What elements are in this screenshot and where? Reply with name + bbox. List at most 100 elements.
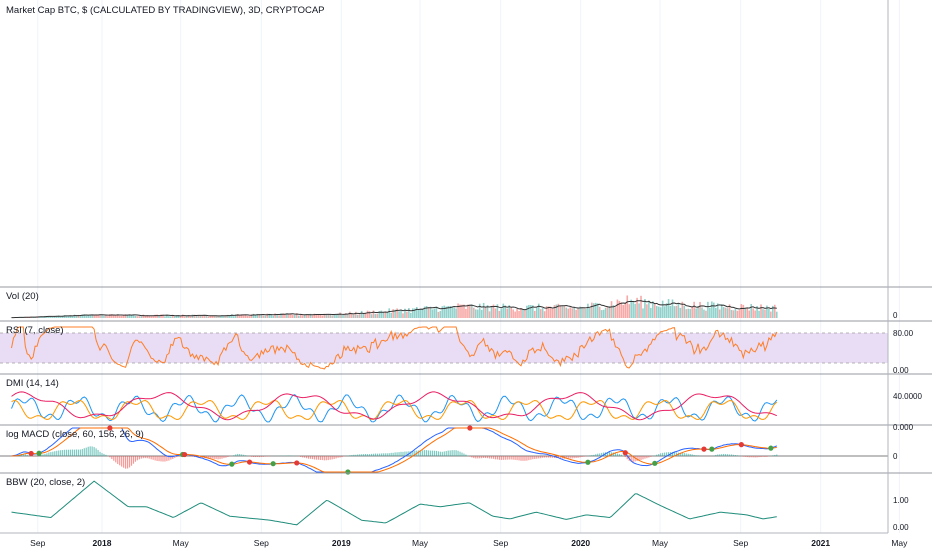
- macd-histogram-bar: [337, 456, 338, 458]
- rsi-pane[interactable]: [0, 327, 888, 369]
- volume-bar: [381, 311, 383, 318]
- volume-bar: [243, 316, 245, 318]
- macd-cross-dot: [247, 459, 252, 464]
- volume-bar: [678, 303, 680, 318]
- volume-bar: [522, 310, 524, 318]
- macd-histogram-bar: [532, 456, 533, 459]
- volume-bar: [164, 316, 166, 318]
- macd-histogram-bar: [243, 455, 244, 456]
- macd-histogram-bar: [507, 456, 508, 460]
- volume-bar: [192, 315, 194, 318]
- macd-cross-dot: [652, 461, 657, 466]
- volume-bar: [548, 307, 550, 318]
- volume-bar: [621, 302, 623, 318]
- macd-histogram-bar: [546, 456, 547, 458]
- macd-histogram-bar: [365, 454, 366, 456]
- volume-bar: [261, 315, 263, 318]
- volume-bar: [693, 302, 695, 318]
- macd-histogram-bar: [550, 456, 551, 458]
- macd-histogram-bar: [548, 456, 549, 458]
- volume-bar: [190, 316, 192, 318]
- macd-histogram-bar: [772, 455, 773, 456]
- macd-histogram-bar: [379, 454, 380, 456]
- macd-histogram-bar: [436, 451, 437, 456]
- macd-histogram-bar: [766, 456, 767, 457]
- macd-histogram-bar: [760, 456, 761, 457]
- macd-histogram-bar: [115, 456, 116, 462]
- volume-bar: [412, 308, 414, 318]
- macd-histogram-bar: [621, 455, 622, 456]
- volume-bar: [467, 305, 469, 318]
- macd-histogram-bar: [320, 456, 321, 460]
- volume-bar: [408, 308, 410, 318]
- macd-cross-dot: [36, 451, 41, 456]
- macd-histogram-bar: [347, 455, 348, 456]
- macd-cross-dot: [739, 442, 744, 447]
- macd-histogram-bar: [214, 456, 215, 459]
- macd-histogram-bar: [481, 456, 482, 458]
- macd-histogram-bar: [717, 454, 718, 456]
- macd-histogram-bar: [723, 454, 724, 456]
- macd-histogram-bar: [117, 456, 118, 464]
- volume-bar: [182, 314, 184, 318]
- volume-bar: [150, 316, 152, 318]
- macd-histogram-bar: [577, 456, 578, 458]
- volume-bar: [501, 309, 503, 318]
- volume-bar: [735, 309, 737, 318]
- macd-histogram-bar: [656, 455, 657, 456]
- macd-histogram-bar: [139, 456, 140, 459]
- volume-bar: [367, 311, 369, 318]
- volume-bar: [440, 311, 442, 318]
- macd-histogram-bar: [428, 450, 429, 456]
- macd-histogram-bar: [455, 450, 456, 456]
- macd-histogram-bar: [725, 454, 726, 456]
- volume-bar: [662, 301, 664, 318]
- macd-histogram-bar: [568, 456, 569, 458]
- macd-histogram-bar: [644, 456, 645, 459]
- macd-histogram-bar: [308, 456, 309, 459]
- volume-bar: [534, 311, 536, 318]
- time-tick-label: 2019: [332, 538, 351, 548]
- macd-histogram-bar: [219, 456, 220, 459]
- macd-histogram-bar: [330, 456, 331, 460]
- volume-bar: [713, 303, 715, 318]
- macd-histogram-bar: [78, 450, 79, 456]
- macd-histogram-bar: [426, 450, 427, 456]
- volume-legend: Vol (20): [6, 291, 39, 302]
- volume-bar: [762, 309, 764, 318]
- volume-bar: [674, 306, 676, 318]
- macd-histogram-bar: [334, 456, 335, 459]
- volume-bar: [469, 305, 471, 318]
- macd-histogram-bar: [217, 456, 218, 459]
- volume-bar: [184, 316, 186, 318]
- volume-bar: [607, 306, 609, 318]
- volume-bar: [648, 301, 650, 318]
- volume-bar: [630, 300, 632, 318]
- macd-histogram-bar: [335, 456, 336, 458]
- macd-histogram-bar: [727, 454, 728, 456]
- volume-bar: [510, 308, 512, 318]
- volume-bar: [672, 299, 674, 318]
- macd-histogram-bar: [747, 456, 748, 457]
- macd-histogram-bar: [349, 455, 350, 456]
- volume-bar: [623, 305, 625, 318]
- dmi-legend: DMI (14, 14): [6, 378, 59, 389]
- volume-bar: [774, 305, 776, 318]
- volume-bar: [597, 303, 599, 318]
- volume-bar: [737, 311, 739, 318]
- macd-histogram-bar: [648, 456, 649, 458]
- macd-histogram-bar: [570, 456, 571, 458]
- macd-histogram-bar: [617, 454, 618, 456]
- macd-histogram-bar: [574, 456, 575, 458]
- volume-bar: [499, 311, 501, 318]
- macd-histogram-bar: [72, 450, 73, 456]
- macd-histogram-bar: [300, 456, 301, 457]
- macd-histogram-bar: [143, 456, 144, 458]
- volume-bar: [520, 308, 522, 318]
- macd-histogram-bar: [261, 456, 262, 457]
- volume-bar: [465, 309, 467, 318]
- macd-histogram-bar: [448, 451, 449, 456]
- volume-bar: [656, 306, 658, 318]
